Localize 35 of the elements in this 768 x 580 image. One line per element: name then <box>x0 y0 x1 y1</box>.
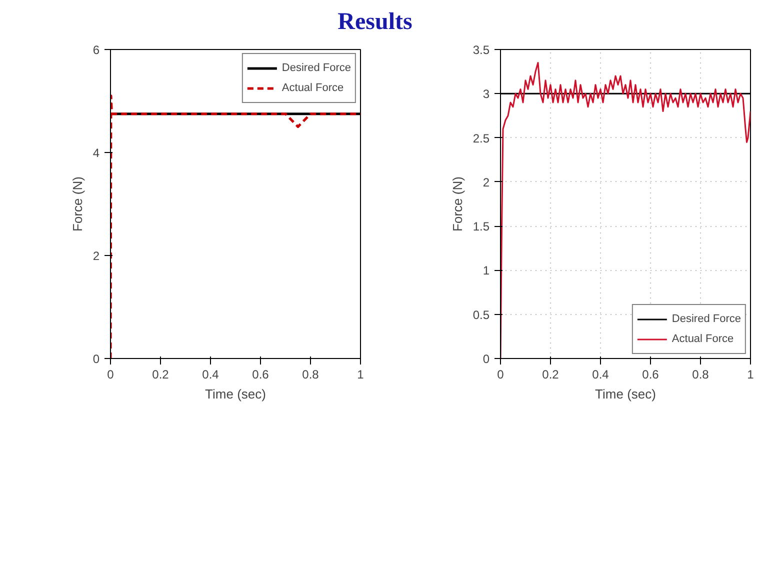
x-tick-label: 0 <box>497 368 504 382</box>
y-tick-label: 0 <box>482 352 490 366</box>
line-series <box>500 62 750 359</box>
x-tick-label: 1 <box>747 368 754 382</box>
y-tick-label: 3.5 <box>472 43 490 58</box>
y-tick-label: 1.5 <box>472 220 490 234</box>
y-tick-label: 3 <box>482 87 490 102</box>
x-tick-label: 0.2 <box>542 368 560 382</box>
legend-label: Desired Force <box>672 313 741 326</box>
y-axis-title: Force (N) <box>450 176 465 232</box>
x-tick-label: 0.4 <box>592 368 610 382</box>
y-tick-label: 2.5 <box>472 132 490 146</box>
y-tick-label: 0.5 <box>472 308 490 322</box>
x-tick-label: 1 <box>357 368 364 382</box>
x-tick-label: 0.6 <box>642 368 660 382</box>
x-axis-title: Time (sec) <box>595 386 656 402</box>
legend-label: Actual Force <box>282 82 344 94</box>
y-axis-title: Force (N) <box>70 176 85 232</box>
y-tick-label: 1 <box>482 264 490 278</box>
x-tick-label: 0 <box>107 368 114 382</box>
x-tick-label: 0.4 <box>202 368 220 382</box>
x-tick-label: 0.8 <box>692 368 710 382</box>
x-tick-label: 0.6 <box>252 368 270 382</box>
y-tick-label: 2 <box>92 249 100 264</box>
x-axis-title: Time (sec) <box>205 386 266 402</box>
y-tick-label: 6 <box>92 43 100 58</box>
chart-title: Results <box>338 8 412 37</box>
x-tick-label: 0.2 <box>152 368 170 382</box>
line-series <box>110 94 360 359</box>
y-tick-label: 4 <box>92 146 100 160</box>
y-tick-label: 0 <box>92 352 100 366</box>
legend-label: Desired Force <box>282 62 351 74</box>
y-tick-label: 2 <box>482 176 490 190</box>
legend-label: Actual Force <box>672 333 734 346</box>
x-tick-label: 0.8 <box>302 368 320 382</box>
